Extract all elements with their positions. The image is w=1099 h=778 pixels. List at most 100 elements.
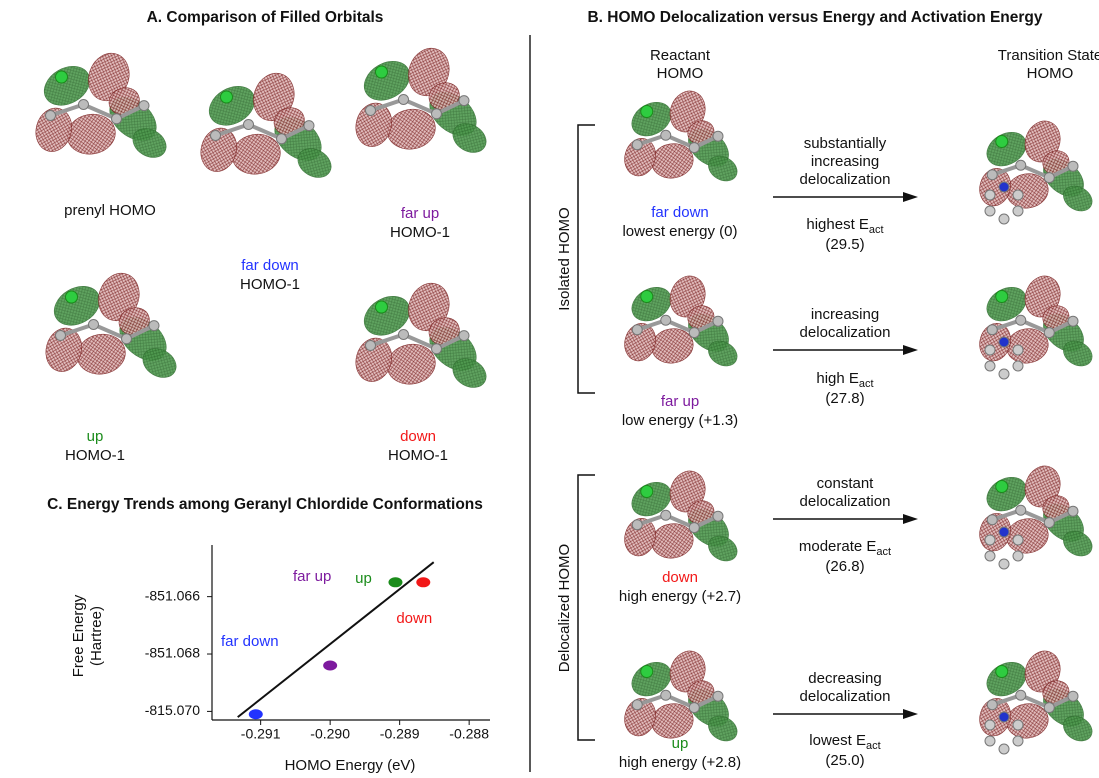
activation-energy-label: highest Eact: [760, 216, 930, 239]
chlorine-atom: [375, 65, 388, 79]
atom: [1067, 315, 1079, 327]
molecule-bond: [991, 508, 1074, 525]
atom: [660, 509, 672, 521]
data-point: [248, 709, 263, 720]
conformer-label: up: [86, 428, 104, 445]
molecule-bond: [636, 513, 719, 530]
atom: [365, 105, 376, 116]
arrow-head: [903, 514, 918, 524]
chlorine-atom: [995, 665, 1009, 678]
atom: [1012, 205, 1024, 217]
chlorine-atom: [375, 300, 388, 314]
atom: [984, 360, 996, 372]
orbital-image: [355, 282, 487, 388]
atom: [45, 110, 56, 121]
chlorine-atom: [995, 290, 1009, 303]
x-axis-label: HOMO Energy (eV): [284, 757, 416, 774]
orbital-lobe: [45, 327, 83, 372]
trend-label: decreasing delocalization: [799, 670, 891, 705]
conformer-label: far down: [241, 257, 299, 274]
column-header: Transition State HOMO: [997, 47, 1099, 82]
atom: [1015, 504, 1027, 516]
activation-energy-value: (29.5): [825, 236, 865, 253]
atom: [1067, 160, 1079, 172]
chlorine-atom: [65, 290, 78, 304]
chlorine-atom: [220, 90, 233, 104]
atom: [431, 343, 442, 355]
chlorine-atom: [995, 135, 1009, 148]
activation-energy-value: (25.0): [825, 752, 865, 769]
atom: [631, 519, 643, 531]
atom: [660, 129, 672, 141]
group-bracket: [577, 474, 595, 741]
atom: [998, 743, 1010, 755]
molecule-bond: [991, 163, 1074, 180]
atom: [398, 94, 409, 105]
atom: [660, 314, 672, 326]
y-tick-label: -851.068: [145, 645, 200, 661]
atom: [984, 719, 996, 731]
atom: [688, 522, 700, 534]
energy-label: high energy (+2.7): [618, 588, 742, 605]
x-tick-label: -0.288: [449, 726, 489, 742]
atom: [55, 330, 66, 341]
atom: [984, 550, 996, 562]
orbital-lobe: [708, 535, 738, 562]
orbital-lobe: [624, 518, 656, 557]
orbital-lobe: [142, 348, 177, 378]
atom: [303, 120, 315, 132]
x-tick-label: -0.290: [310, 726, 350, 742]
orbital-image: [45, 272, 177, 378]
atom: [688, 142, 700, 154]
atom: [986, 324, 998, 336]
molecule-bond: [636, 318, 719, 335]
orbital-image: [979, 120, 1093, 225]
atom: [1043, 172, 1055, 184]
atom: [984, 205, 996, 217]
orbital-image: [355, 47, 487, 153]
molecule-bond: [991, 318, 1074, 335]
atom: [1012, 534, 1024, 546]
atom: [986, 514, 998, 526]
atom: [712, 315, 724, 327]
atom: [398, 329, 409, 340]
activation-energy-value: (27.8): [825, 390, 865, 407]
orbital-lobe: [35, 107, 73, 152]
orbital-label: HOMO-1: [388, 447, 448, 464]
orbital-lobe: [1063, 715, 1093, 742]
data-point: [416, 577, 431, 588]
atom: [998, 336, 1010, 348]
eact-subscript: act: [866, 740, 881, 752]
molecule-bond: [59, 322, 155, 341]
trend-label: increasing delocalization: [799, 306, 891, 341]
x-tick-label: -0.289: [380, 726, 420, 742]
conformer-label: far up: [660, 393, 700, 410]
atom: [1043, 517, 1055, 529]
orbital-image: [200, 72, 332, 178]
atom: [78, 99, 89, 110]
atom: [458, 95, 470, 107]
conformer-label: up: [671, 735, 689, 752]
point-label: far down: [221, 633, 279, 651]
group-label: Isolated HOMO: [556, 207, 573, 311]
atom: [712, 510, 724, 522]
atom: [121, 333, 132, 345]
orbital-lobe: [1063, 340, 1093, 367]
eact-text: highest E: [806, 216, 869, 233]
atom: [998, 213, 1010, 225]
molecule-bond: [636, 133, 719, 150]
orbital-label: HOMO-1: [390, 224, 450, 241]
arrow-head: [903, 345, 918, 355]
atom: [986, 169, 998, 181]
orbital-label: prenyl HOMO: [64, 202, 156, 219]
panel-title: A. Comparison of Filled Orbitals: [146, 9, 384, 26]
molecule-bond: [369, 332, 465, 351]
atom: [984, 735, 996, 747]
orbital-label: HOMO-1: [65, 447, 125, 464]
arrow-head: [903, 192, 918, 202]
conformer-label: far down: [651, 204, 709, 221]
atom: [998, 558, 1010, 570]
activation-energy-value: (26.8): [825, 558, 865, 575]
orbital-lobe: [200, 127, 238, 172]
